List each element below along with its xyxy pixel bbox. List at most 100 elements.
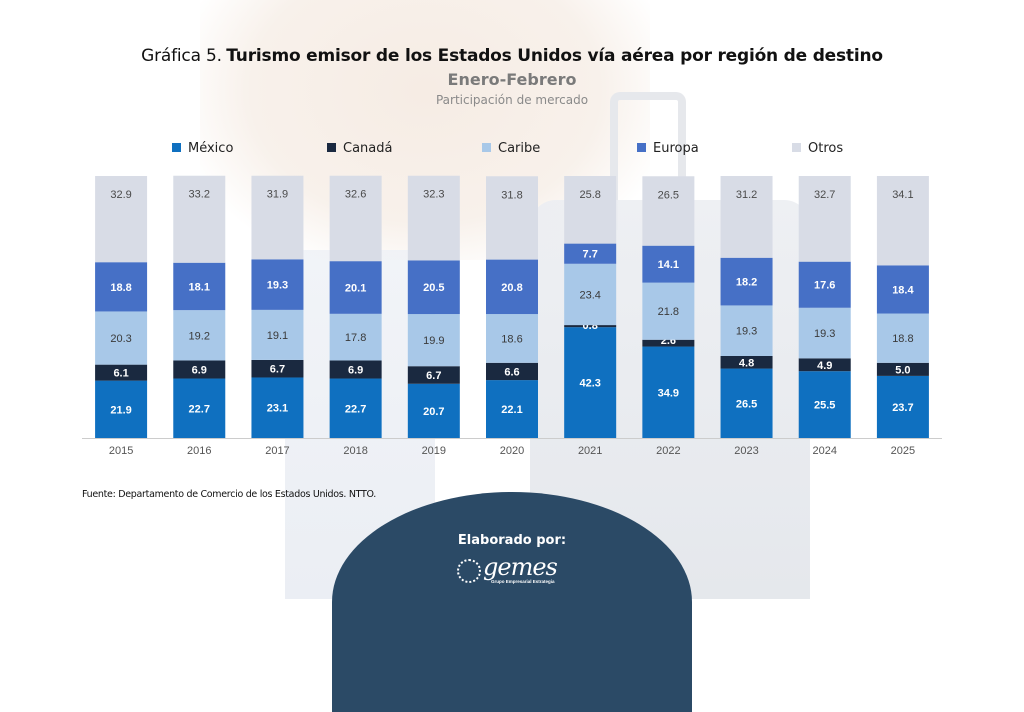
x-tick-label-2023: 2023 bbox=[734, 445, 758, 457]
x-tick-label-2019: 2019 bbox=[422, 445, 446, 457]
x-tick-label-2015: 2015 bbox=[109, 445, 133, 457]
bar-segment-2015-0 bbox=[95, 380, 148, 438]
legend-label-3: Europa bbox=[653, 141, 699, 156]
bar-segment-2021-4 bbox=[564, 176, 617, 244]
background-suitcase-handle bbox=[610, 92, 686, 230]
data-label-2024-4: 32.7 bbox=[814, 189, 835, 201]
bar-segment-2023-1 bbox=[720, 355, 773, 369]
badge-label: Elaborado por: bbox=[457, 533, 567, 548]
data-label-2022-3: 14.1 bbox=[658, 259, 679, 271]
data-label-2022-0: 34.9 bbox=[658, 387, 679, 399]
bar-segment-2016-0 bbox=[173, 378, 226, 438]
bar-segment-2016-3 bbox=[173, 262, 226, 311]
bar-segment-2018-3 bbox=[329, 261, 382, 314]
x-tick-label-2016: 2016 bbox=[187, 445, 211, 457]
bar-segment-2023-3 bbox=[720, 257, 773, 306]
data-label-2016-0: 22.7 bbox=[189, 403, 210, 415]
bar-segment-2020-1 bbox=[486, 362, 538, 381]
data-label-2024-1: 4.9 bbox=[817, 360, 832, 372]
source-note: Fuente: Departamento de Comercio de los … bbox=[82, 489, 377, 500]
data-label-2015-2: 20.3 bbox=[110, 333, 131, 345]
bar-segment-2018-2 bbox=[329, 313, 382, 361]
data-label-2020-0: 22.1 bbox=[501, 404, 522, 416]
chart-unit-label: Participación de mercado bbox=[435, 93, 589, 107]
data-label-2019-0: 20.7 bbox=[423, 406, 444, 418]
bar-segment-2016-1 bbox=[173, 360, 226, 379]
data-label-2015-0: 21.9 bbox=[110, 404, 131, 416]
data-label-2015-4: 32.9 bbox=[110, 189, 131, 201]
x-tick-label-2020: 2020 bbox=[500, 445, 524, 457]
gemes-logo: gemes Grupo Empresarial Estrategia bbox=[455, 553, 575, 584]
bar-segment-2024-3 bbox=[798, 261, 851, 308]
legend-swatch-2 bbox=[482, 143, 491, 152]
data-label-2023-4: 31.2 bbox=[736, 189, 757, 201]
data-label-2024-3: 17.6 bbox=[814, 280, 835, 292]
x-tick-label-2025: 2025 bbox=[891, 445, 915, 457]
data-label-2018-2: 17.8 bbox=[345, 332, 366, 344]
legend-label-2: Caribe bbox=[498, 141, 540, 156]
legend-swatch-1 bbox=[327, 143, 336, 152]
data-label-2018-1: 6.9 bbox=[348, 364, 363, 376]
x-tick-label-2017: 2017 bbox=[265, 445, 289, 457]
bar-segment-2024-0 bbox=[798, 371, 851, 438]
data-label-2020-1: 6.6 bbox=[504, 366, 519, 378]
bar-segment-2019-1 bbox=[407, 366, 460, 384]
data-label-2020-3: 20.8 bbox=[501, 282, 522, 294]
bar-segment-2020-2 bbox=[486, 314, 538, 363]
bar-segment-2018-1 bbox=[329, 360, 382, 379]
bar-segment-2017-4 bbox=[251, 175, 304, 260]
bar-segment-2019-4 bbox=[407, 175, 460, 261]
bar-segment-2017-2 bbox=[251, 309, 304, 360]
chart-subtitle: Enero-Febrero bbox=[447, 70, 577, 89]
bar-segment-2017-0 bbox=[251, 377, 304, 438]
data-label-2025-2: 18.8 bbox=[892, 333, 913, 345]
bar-segment-2025-3 bbox=[876, 265, 929, 314]
data-label-2018-0: 22.7 bbox=[345, 403, 366, 415]
bar-segment-2020-4 bbox=[486, 176, 538, 260]
chart-title-prefix: Gráfica 5. bbox=[141, 46, 222, 66]
logo-dots-icon bbox=[457, 559, 481, 583]
data-label-2024-2: 19.3 bbox=[814, 328, 835, 340]
bar-segment-2017-3 bbox=[251, 259, 304, 310]
data-label-2022-4: 26.5 bbox=[658, 189, 679, 201]
bar-segment-2020-3 bbox=[486, 259, 538, 315]
bar-segment-2015-1 bbox=[95, 364, 148, 381]
data-label-2018-3: 20.1 bbox=[345, 282, 366, 294]
data-label-2023-0: 26.5 bbox=[736, 398, 757, 410]
data-label-2021-0: 42.3 bbox=[579, 378, 600, 390]
bar-segment-2024-1 bbox=[798, 358, 851, 372]
bar-segment-2022-4 bbox=[642, 176, 695, 246]
data-label-2019-3: 20.5 bbox=[423, 282, 444, 294]
data-label-2018-4: 32.6 bbox=[345, 189, 366, 201]
bar-segment-2020-0 bbox=[486, 380, 538, 438]
bar-segment-2025-1 bbox=[876, 362, 929, 376]
bar-segment-2022-2 bbox=[642, 282, 695, 340]
data-label-2017-1: 6.7 bbox=[270, 364, 285, 376]
bar-segment-2016-2 bbox=[173, 310, 226, 361]
data-label-2017-2: 19.1 bbox=[267, 330, 288, 342]
chart-title: Gráfica 5. Turismo emisor de los Estados… bbox=[0, 46, 1024, 66]
bar-segment-2025-4 bbox=[876, 176, 929, 266]
bar-segment-2022-3 bbox=[642, 245, 695, 283]
data-label-2016-2: 19.2 bbox=[189, 330, 210, 342]
bar-segment-2023-4 bbox=[720, 176, 773, 258]
bar-segment-2016-4 bbox=[173, 175, 226, 263]
data-label-2016-3: 18.1 bbox=[189, 281, 210, 293]
data-label-2023-1: 4.8 bbox=[739, 357, 754, 369]
data-label-2016-4: 33.2 bbox=[189, 189, 210, 201]
data-label-2022-2: 21.8 bbox=[658, 306, 679, 318]
bar-segment-2022-0 bbox=[642, 346, 695, 438]
bar-segment-2015-3 bbox=[95, 262, 148, 312]
data-label-2025-0: 23.7 bbox=[892, 402, 913, 414]
bar-segment-2015-4 bbox=[95, 176, 148, 263]
bar-segment-2025-0 bbox=[876, 375, 929, 438]
x-tick-label-2022: 2022 bbox=[656, 445, 680, 457]
data-label-2024-0: 25.5 bbox=[814, 400, 835, 412]
data-label-2025-1: 5.0 bbox=[895, 364, 910, 376]
bar-segment-2019-3 bbox=[407, 260, 460, 315]
x-tick-label-2021: 2021 bbox=[578, 445, 602, 457]
x-tick-label-2024: 2024 bbox=[812, 445, 836, 457]
bar-segment-2015-2 bbox=[95, 311, 148, 365]
data-label-2017-3: 19.3 bbox=[267, 280, 288, 292]
bar-segment-2019-0 bbox=[407, 383, 460, 438]
